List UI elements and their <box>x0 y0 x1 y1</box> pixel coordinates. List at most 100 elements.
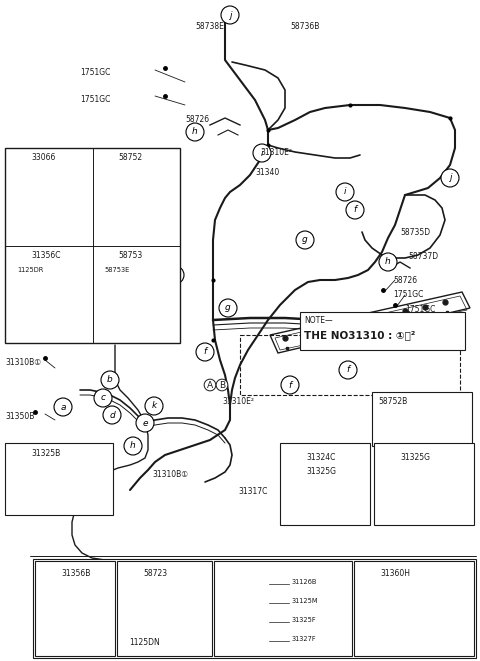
Text: NOTE—: NOTE— <box>304 316 333 325</box>
Text: 31325G: 31325G <box>306 467 336 476</box>
Text: b: b <box>384 451 389 459</box>
Text: 31310E²: 31310E² <box>222 397 254 406</box>
Text: d: d <box>126 566 132 576</box>
Text: 31317C: 31317C <box>238 487 267 496</box>
Text: i: i <box>16 253 18 262</box>
Text: h: h <box>192 128 198 137</box>
Bar <box>214 561 352 656</box>
Text: h: h <box>130 442 136 451</box>
Text: 31325G: 31325G <box>400 453 430 462</box>
Circle shape <box>346 201 364 219</box>
Circle shape <box>441 169 459 187</box>
Text: 1751GC: 1751GC <box>80 95 110 104</box>
Text: f: f <box>353 206 357 215</box>
Text: 58752: 58752 <box>119 153 143 163</box>
Text: 1125DN: 1125DN <box>129 638 160 647</box>
Circle shape <box>336 183 354 201</box>
Text: 31327F: 31327F <box>292 636 317 642</box>
Text: f: f <box>347 366 349 375</box>
Text: j: j <box>103 253 106 262</box>
Text: 58752B: 58752B <box>378 397 407 406</box>
Text: c: c <box>100 393 106 403</box>
Text: 31340: 31340 <box>255 168 279 177</box>
Circle shape <box>96 152 112 168</box>
Text: f: f <box>288 381 291 389</box>
Circle shape <box>281 376 299 394</box>
Bar <box>354 561 474 656</box>
Text: 1125DR: 1125DR <box>17 268 43 274</box>
Text: 58726: 58726 <box>185 115 209 124</box>
Text: 31310B①: 31310B① <box>5 358 41 367</box>
Text: 31310E²: 31310E² <box>260 148 292 157</box>
Circle shape <box>218 563 234 579</box>
Text: 58726: 58726 <box>393 276 417 285</box>
Text: j: j <box>229 11 231 20</box>
Text: a: a <box>289 451 295 459</box>
Circle shape <box>96 249 112 266</box>
Text: 31356B: 31356B <box>61 569 90 578</box>
Circle shape <box>145 397 163 415</box>
Text: THE NO31310 : ①～²: THE NO31310 : ①～² <box>304 330 415 340</box>
Text: 31325B: 31325B <box>31 449 60 457</box>
Text: 31356C: 31356C <box>31 251 60 260</box>
Text: 1751GC: 1751GC <box>393 290 423 299</box>
Text: 31324C: 31324C <box>306 453 336 462</box>
Text: 1751GC: 1751GC <box>405 305 435 314</box>
Bar <box>117 561 212 656</box>
Text: 58736B: 58736B <box>290 22 319 31</box>
Circle shape <box>101 371 119 389</box>
Text: A: A <box>207 381 213 389</box>
Circle shape <box>339 361 357 379</box>
Circle shape <box>121 563 137 579</box>
Text: b: b <box>107 375 113 385</box>
Text: f: f <box>173 270 177 280</box>
Text: d: d <box>109 410 115 420</box>
Text: 31125M: 31125M <box>292 598 319 604</box>
Text: f: f <box>204 348 206 356</box>
Circle shape <box>221 6 239 24</box>
Circle shape <box>136 414 154 432</box>
Bar <box>33 559 476 658</box>
Text: f: f <box>364 566 368 576</box>
Text: e: e <box>223 566 228 576</box>
Text: B: B <box>219 381 225 389</box>
Text: 31325F: 31325F <box>292 617 317 623</box>
Circle shape <box>103 406 121 424</box>
Text: i: i <box>261 149 263 157</box>
Circle shape <box>39 563 55 579</box>
Text: g: g <box>225 303 231 313</box>
Text: g: g <box>14 155 20 165</box>
Text: 31360H: 31360H <box>380 569 410 578</box>
Bar <box>300 312 465 350</box>
Text: h: h <box>102 155 107 165</box>
Circle shape <box>186 123 204 141</box>
Text: 58738E: 58738E <box>195 22 224 31</box>
Text: e: e <box>142 418 148 428</box>
Circle shape <box>296 231 314 249</box>
Bar <box>35 561 115 656</box>
Text: 31350B: 31350B <box>5 412 35 421</box>
Text: 58753E: 58753E <box>105 268 130 274</box>
Text: 31126B: 31126B <box>292 579 317 585</box>
Text: 31310B①: 31310B① <box>152 470 188 479</box>
Text: 58753: 58753 <box>119 251 143 260</box>
Circle shape <box>124 437 142 455</box>
Circle shape <box>54 398 72 416</box>
Text: k: k <box>14 451 19 459</box>
Circle shape <box>9 152 25 168</box>
Text: 33066: 33066 <box>31 153 55 163</box>
Text: 58735D: 58735D <box>400 228 430 237</box>
Circle shape <box>378 447 394 463</box>
Circle shape <box>166 266 184 284</box>
Bar <box>280 443 370 525</box>
Text: 1751GC: 1751GC <box>80 68 110 77</box>
Text: k: k <box>151 401 156 410</box>
Text: h: h <box>385 258 391 266</box>
Text: j: j <box>449 173 451 182</box>
Circle shape <box>9 447 25 463</box>
Text: c: c <box>45 566 49 576</box>
Circle shape <box>284 447 300 463</box>
Text: a: a <box>60 403 66 412</box>
Text: g: g <box>302 235 308 245</box>
Bar <box>372 392 472 446</box>
